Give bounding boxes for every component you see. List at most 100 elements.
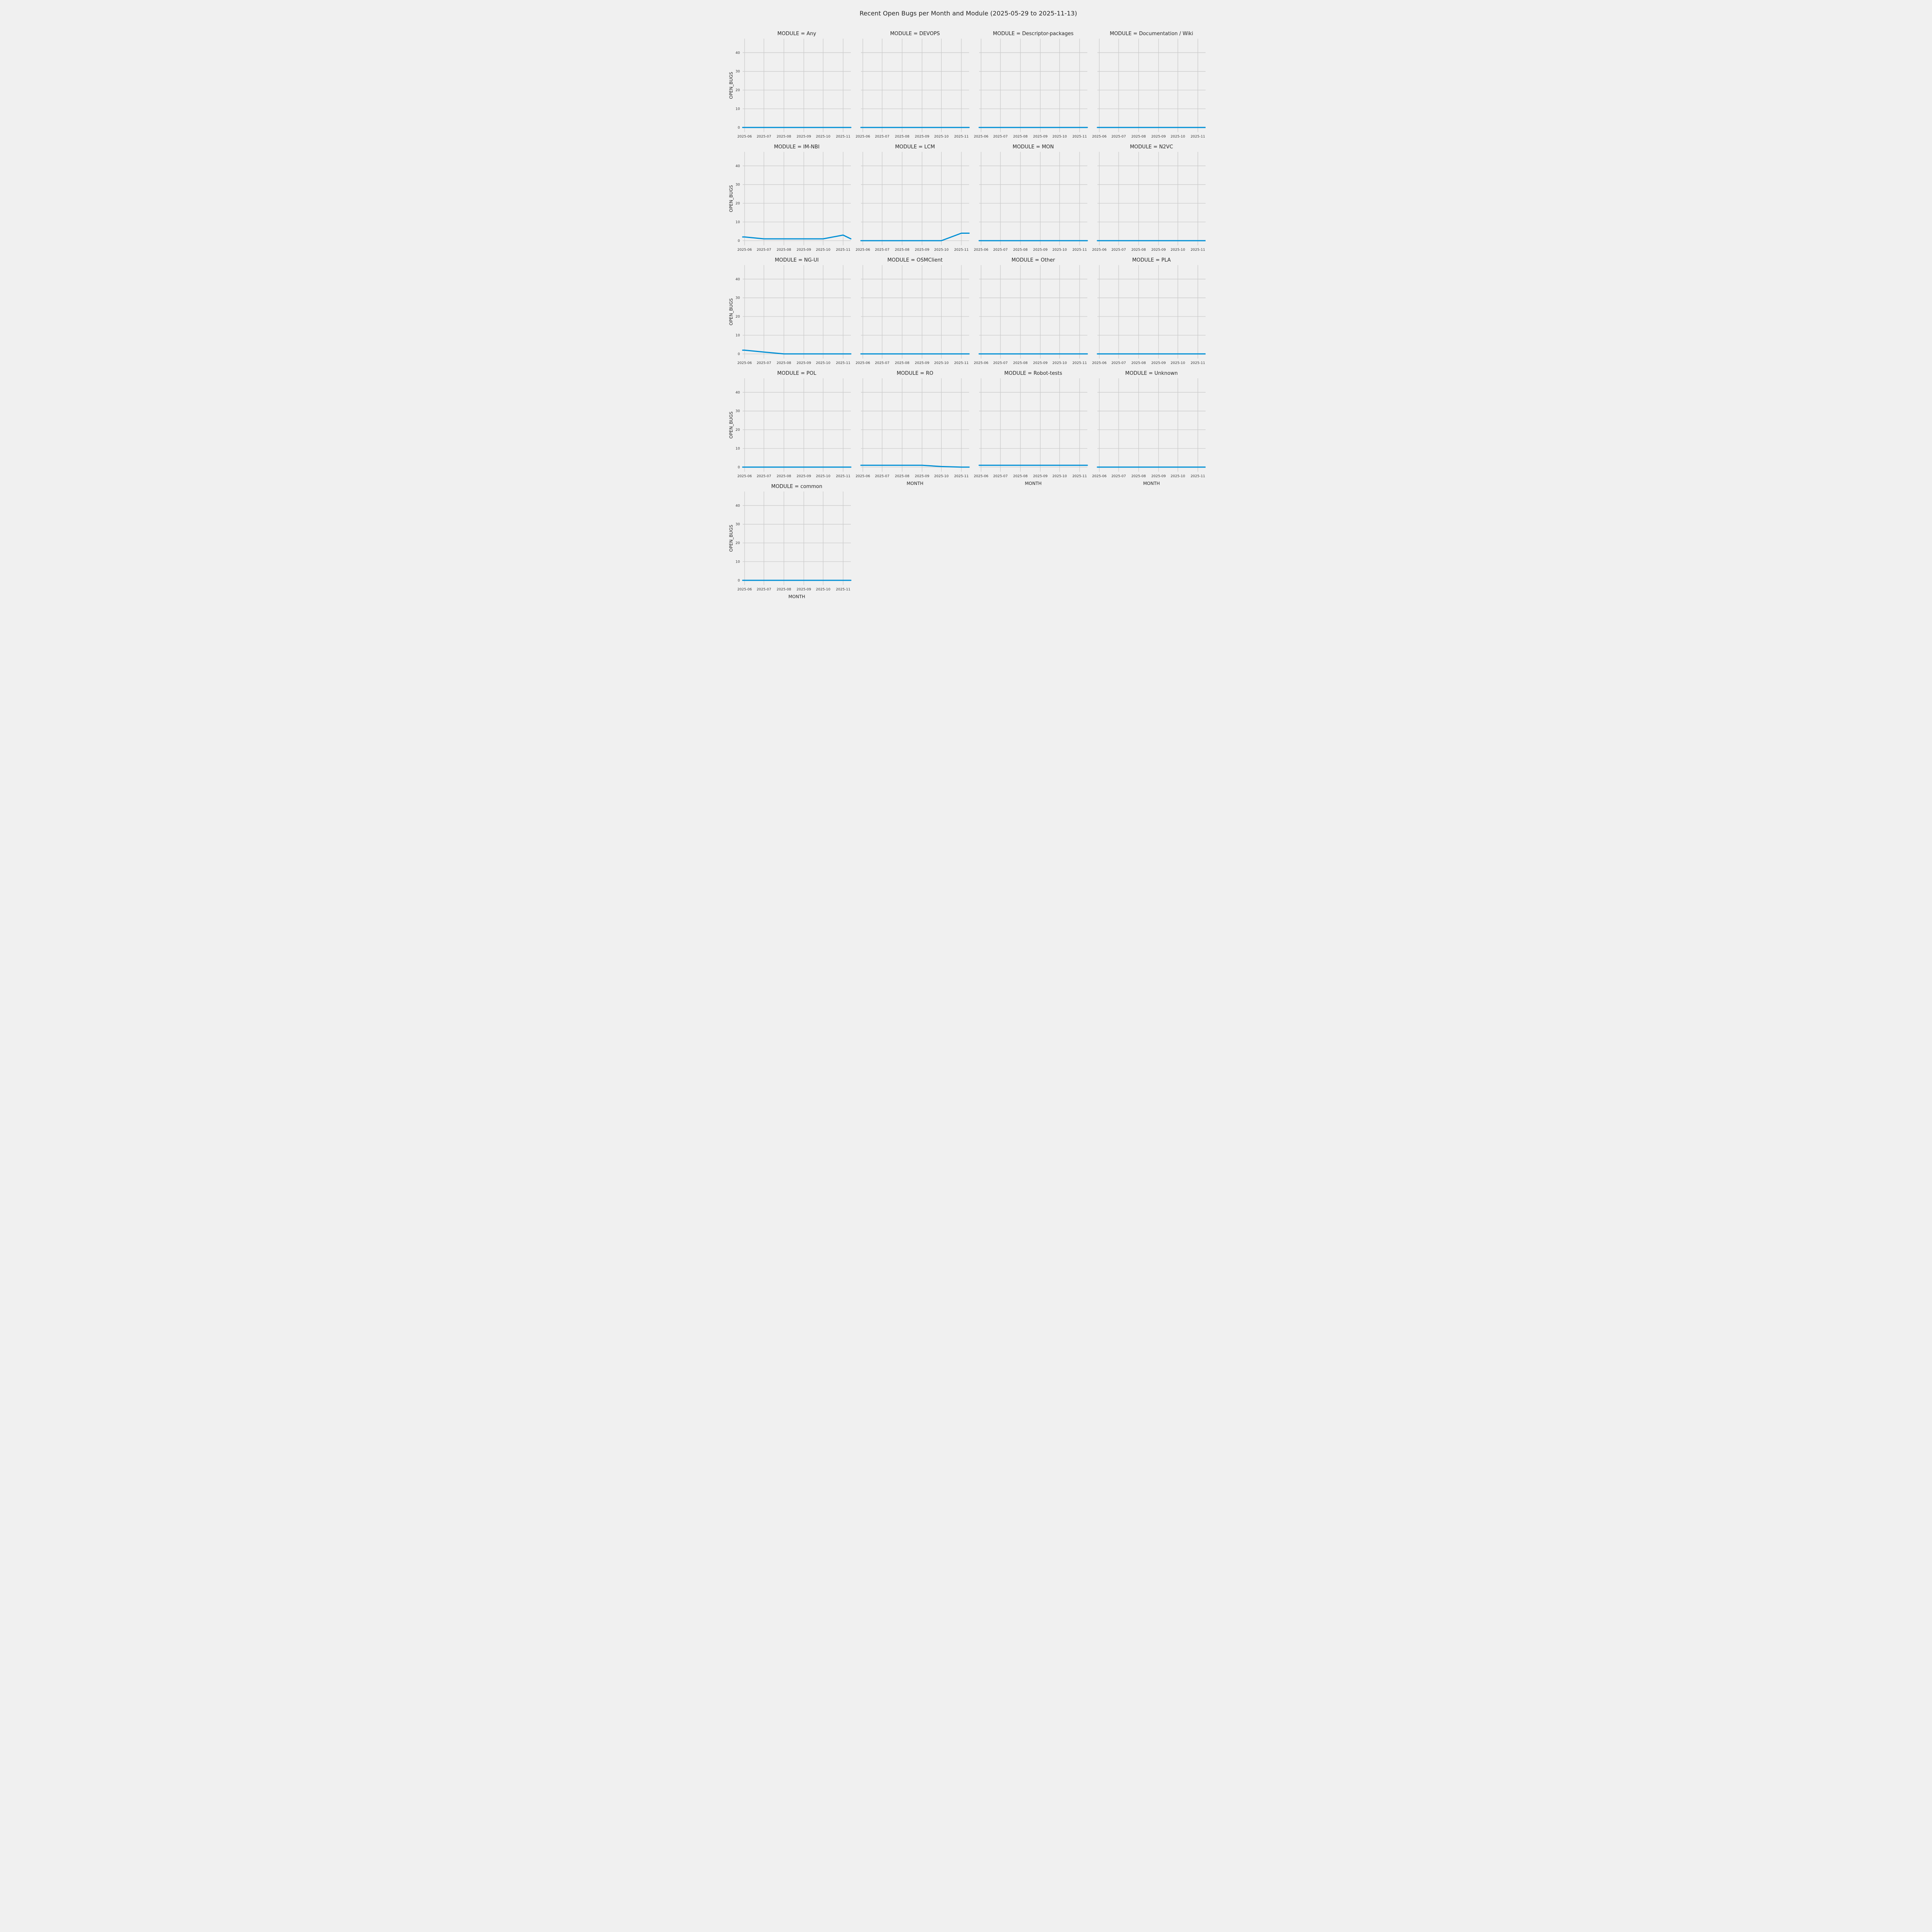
y-tick-label: 30 (736, 183, 740, 187)
facet-title: MODULE = OSMClient (888, 257, 943, 263)
x-tick-label: 2025-11 (954, 135, 969, 139)
x-tick-label: 2025-08 (895, 361, 910, 365)
x-tick-label: 2025-09 (915, 248, 930, 252)
y-tick-label: 10 (736, 221, 740, 224)
x-tick-label: 2025-08 (1131, 474, 1146, 478)
y-tick-label: 30 (736, 523, 740, 527)
y-axis-label: OPEN_BUGS (728, 72, 734, 99)
x-tick-label: 2025-08 (1131, 135, 1146, 139)
x-tick-label: 2025-08 (1131, 361, 1146, 365)
facet-title: MODULE = Unknown (1125, 371, 1178, 376)
facet-title: MODULE = Robot-tests (1004, 371, 1062, 376)
x-tick-label: 2025-10 (934, 135, 949, 139)
facet-Any: MODULE = Any 2025-06 2025-07 2025-08 2025-09… (728, 31, 852, 139)
y-tick-label: 10 (736, 107, 740, 111)
x-tick-label: 2025-10 (816, 135, 831, 139)
x-tick-label: 2025-07 (875, 135, 889, 139)
facet-title: MODULE = NG-UI (775, 257, 818, 263)
x-tick-label: 2025-11 (1072, 474, 1087, 478)
axes-background (743, 492, 851, 585)
x-tick-label: 2025-07 (993, 361, 1008, 365)
x-tick-label: 2025-09 (1151, 248, 1166, 252)
axes-background (861, 152, 969, 245)
x-tick-label: 2025-07 (993, 135, 1008, 139)
facet-title: MODULE = DEVOPS (890, 31, 940, 37)
x-tick-label: 2025-11 (1072, 135, 1087, 139)
facet-title: MODULE = LCM (895, 144, 935, 150)
line-NG-UI (742, 349, 852, 355)
x-tick-label: 2025-06 (855, 474, 870, 478)
x-tick-label: 2025-10 (934, 474, 949, 478)
x-tick-label: 2025-06 (855, 361, 870, 365)
y-tick-label: 10 (736, 560, 740, 564)
facet-Other: MODULE = Other 2025-06 2025-07 2025-08 2025-… (974, 257, 1088, 365)
x-tick-label: 2025-08 (895, 248, 910, 252)
x-tick-label: 2025-07 (1111, 135, 1126, 139)
x-tick-label: 2025-10 (934, 361, 949, 365)
x-tick-label: 2025-10 (1171, 248, 1185, 252)
x-tick-label: 2025-06 (737, 474, 752, 478)
facet-Descriptor-packages: MODULE = Descriptor-packages 2025-06 2025-… (974, 31, 1088, 139)
y-tick-label: 0 (738, 466, 740, 469)
x-tick-label: 2025-08 (777, 474, 791, 478)
x-tick-label: 2025-07 (757, 248, 771, 252)
facet-IM-NBI: MODULE = IM-NBI 2025-06 2025-07 2025-08 2025… (728, 144, 852, 252)
line-LCM (860, 233, 970, 242)
axes-background (979, 378, 1087, 472)
x-tick-label: 2025-07 (757, 361, 771, 365)
x-tick-label: 2025-10 (1053, 248, 1067, 252)
x-tick-label: 2025-09 (797, 248, 811, 252)
x-tick-label: 2025-07 (757, 588, 771, 592)
x-tick-label: 2025-06 (1092, 135, 1107, 139)
x-tick-label: 2025-11 (1072, 361, 1087, 365)
x-tick-label: 2025-08 (895, 135, 910, 139)
x-tick-label: 2025-08 (777, 588, 791, 592)
facet-title: MODULE = RO (897, 371, 934, 376)
x-tick-label: 2025-06 (737, 248, 752, 252)
x-tick-label: 2025-11 (1072, 248, 1087, 252)
x-tick-label: 2025-09 (915, 135, 930, 139)
x-tick-label: 2025-10 (1171, 135, 1185, 139)
x-tick-label: 2025-09 (1151, 474, 1166, 478)
line-IM-NBI (742, 234, 852, 240)
x-axis-label: MONTH (1143, 481, 1160, 486)
y-tick-label: 40 (736, 51, 740, 55)
facet-POL: MODULE = POL 2025-06 2025-07 2025-08 2025-09… (728, 371, 852, 478)
axes-background (743, 265, 851, 359)
x-tick-label: 2025-07 (757, 474, 771, 478)
axes-background (743, 378, 851, 472)
x-tick-label: 2025-08 (1013, 361, 1028, 365)
y-axis-label: OPEN_BUGS (728, 185, 734, 212)
figure-title: Recent Open Bugs per Month and Module (2… (860, 10, 1077, 17)
facet-Unknown: MODULE = Unknown 2025-06 2025-07 2025-08 202… (1092, 371, 1206, 486)
facet-grid-chart: Recent Open Bugs per Month and Module (2… (726, 0, 1206, 599)
x-tick-label: 2025-10 (1053, 135, 1067, 139)
axes-background (979, 265, 1087, 359)
facet-PLA: MODULE = PLA 2025-06 2025-07 2025-08 2025-09… (1092, 257, 1206, 365)
x-tick-label: 2025-06 (737, 135, 752, 139)
x-tick-label: 2025-11 (1190, 474, 1205, 478)
x-tick-label: 2025-06 (737, 588, 752, 592)
x-tick-label: 2025-11 (1190, 361, 1205, 365)
x-tick-label: 2025-06 (974, 474, 988, 478)
x-tick-label: 2025-11 (954, 474, 969, 478)
x-tick-label: 2025-06 (974, 248, 988, 252)
x-tick-label: 2025-11 (836, 248, 850, 252)
y-tick-label: 40 (736, 277, 740, 281)
facet-title: MODULE = N2VC (1130, 144, 1173, 150)
x-tick-label: 2025-08 (1013, 248, 1028, 252)
facet-OSMClient: MODULE = OSMClient 2025-06 2025-07 2025-08 2… (855, 257, 970, 365)
y-axis-label: OPEN_BUGS (728, 412, 734, 439)
axes-background (743, 39, 851, 132)
y-tick-label: 40 (736, 504, 740, 508)
x-tick-label: 2025-08 (777, 248, 791, 252)
y-tick-label: 40 (736, 164, 740, 168)
x-tick-label: 2025-10 (1053, 361, 1067, 365)
y-tick-label: 10 (736, 447, 740, 451)
x-tick-label: 2025-09 (915, 474, 930, 478)
x-tick-label: 2025-10 (816, 248, 831, 252)
x-tick-label: 2025-09 (797, 135, 811, 139)
x-tick-label: 2025-08 (1013, 474, 1028, 478)
x-tick-label: 2025-07 (1111, 474, 1126, 478)
x-tick-label: 2025-06 (974, 135, 988, 139)
